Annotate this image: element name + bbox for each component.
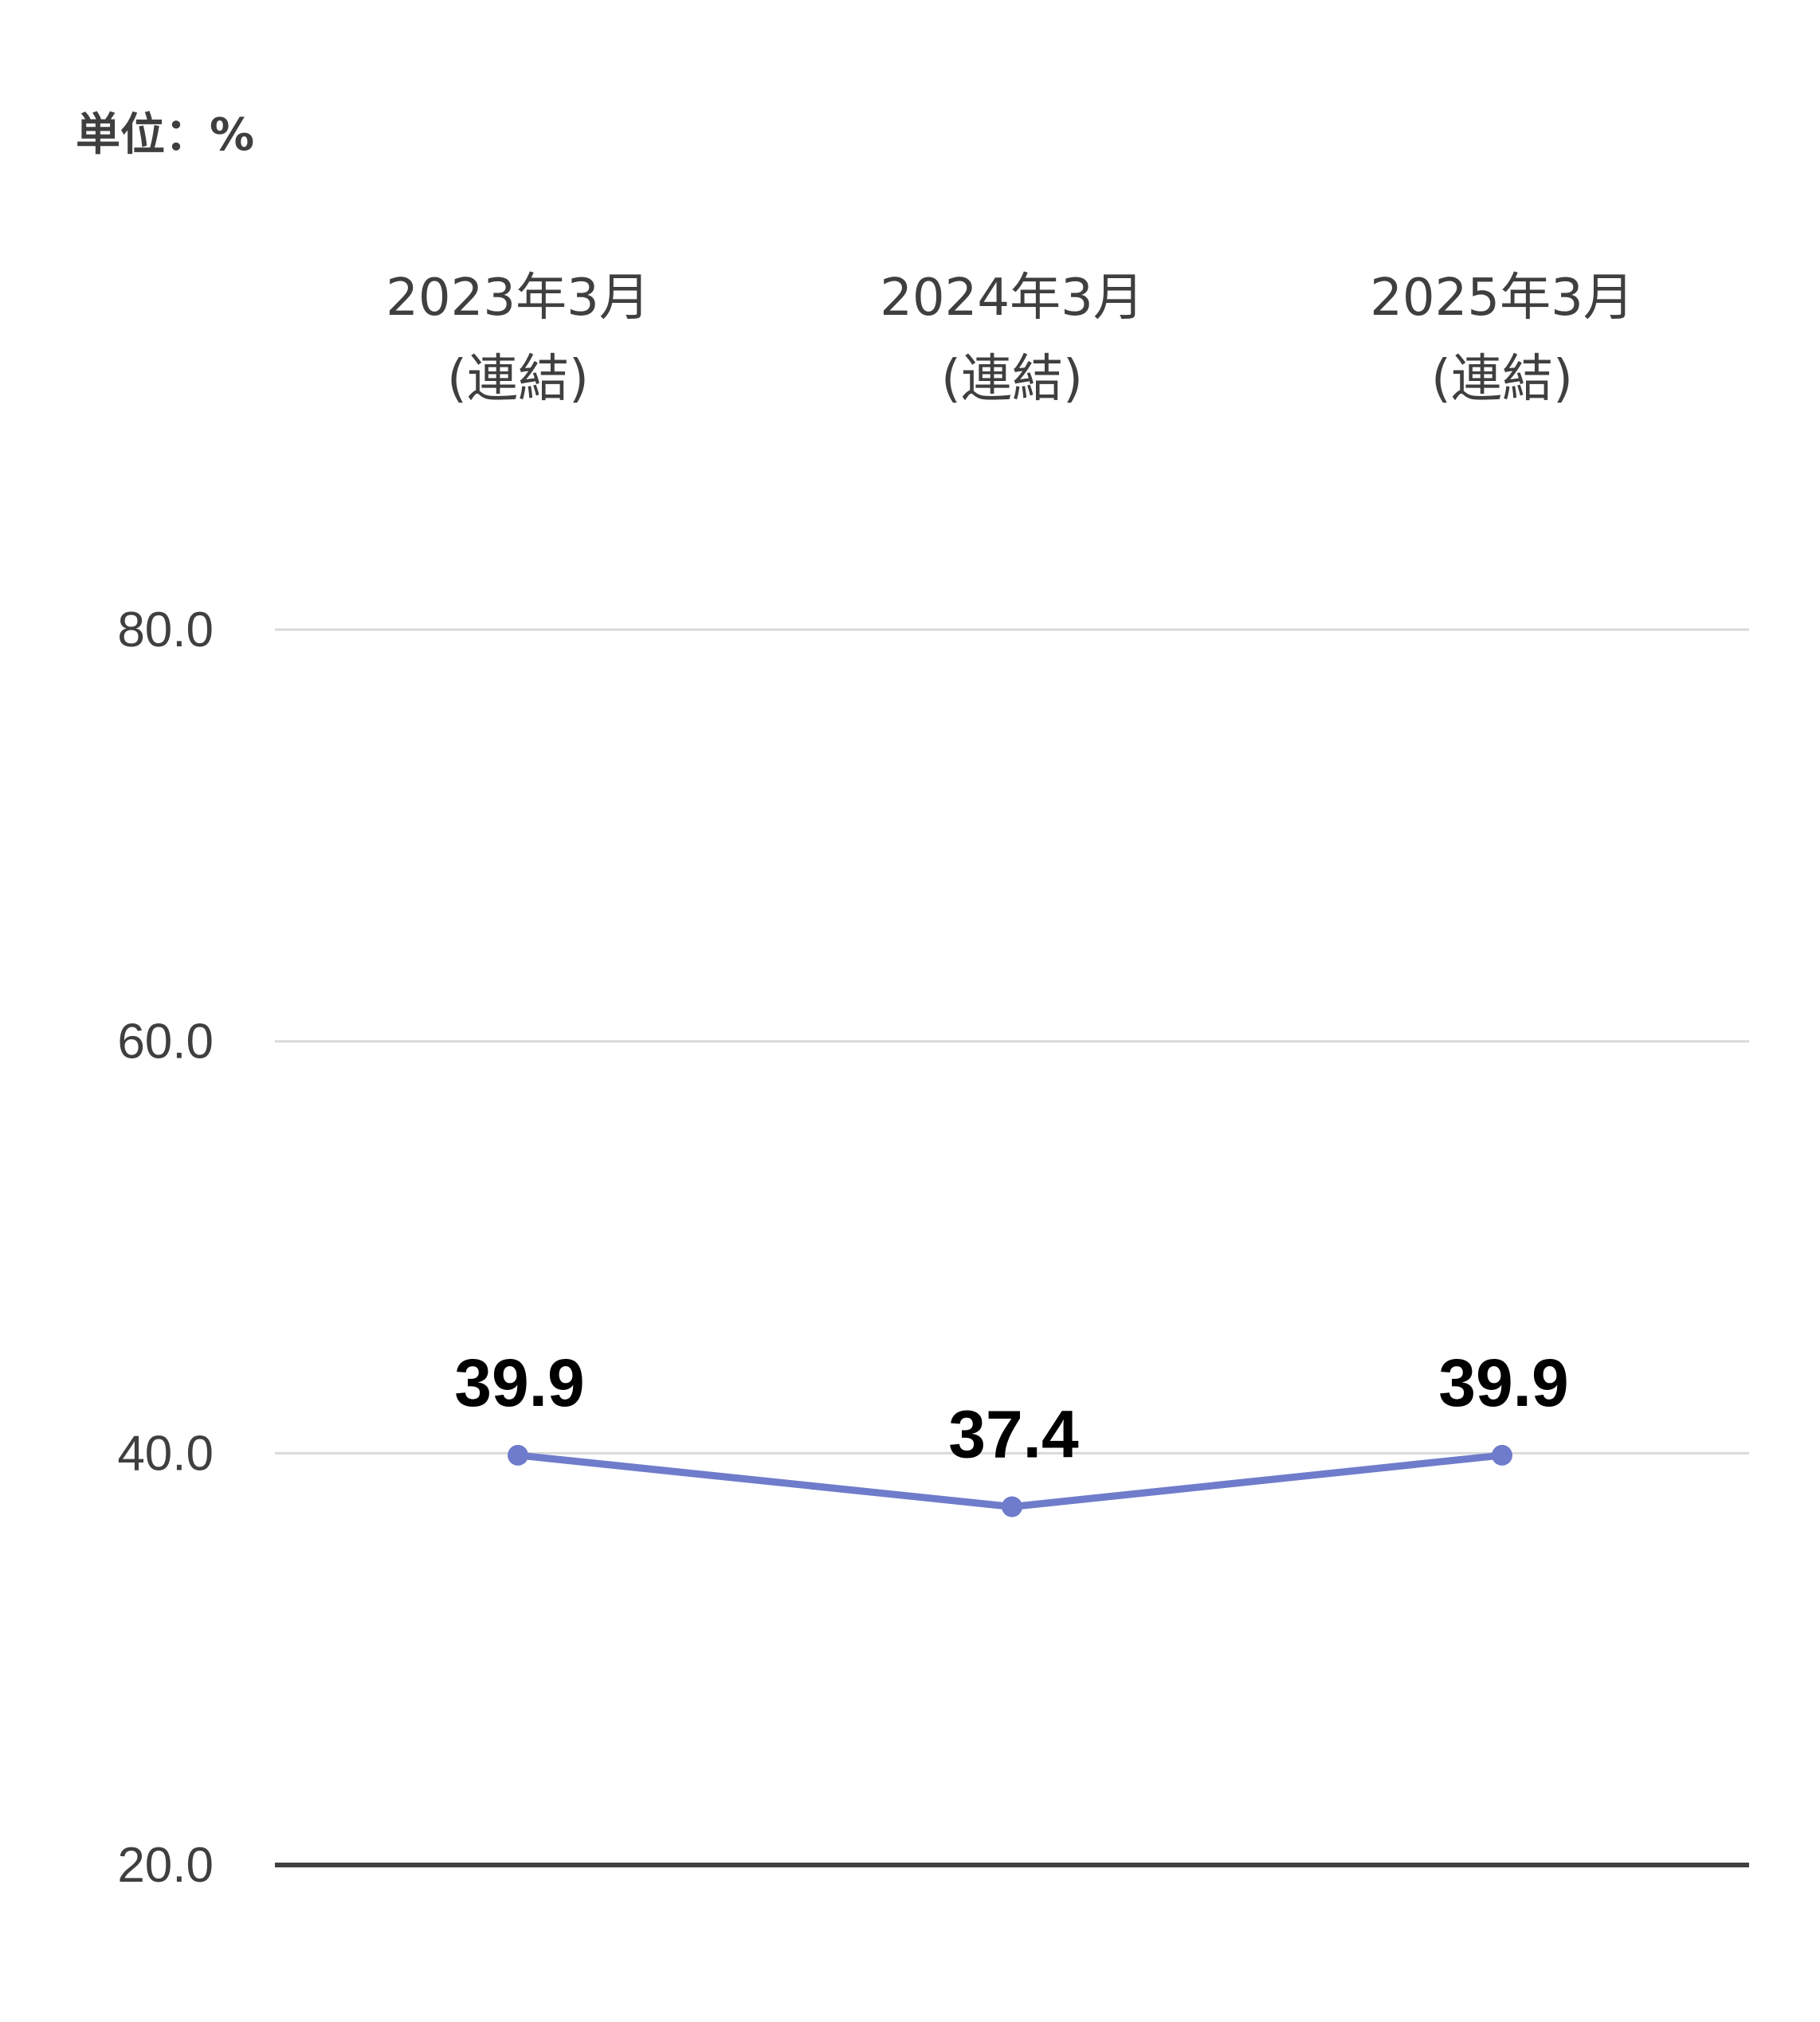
data-label: 39.9 xyxy=(454,1345,585,1420)
data-point xyxy=(1492,1444,1512,1466)
unit-label: 単位：% xyxy=(76,109,254,161)
x-axis-categories: 2023年3月 (連結) 2024年3月 (連結) 2025年3月 (連結) xyxy=(386,269,1634,409)
category-label: 2025年3月 (連結) xyxy=(1370,269,1634,409)
data-labels: 39.9 37.4 39.9 xyxy=(454,1345,1569,1472)
gridlines xyxy=(275,628,1749,1867)
y-tick-label: 20.0 xyxy=(117,1838,214,1893)
data-point xyxy=(508,1444,528,1466)
y-tick-label: 40.0 xyxy=(117,1426,214,1481)
y-tick-label: 80.0 xyxy=(117,603,214,658)
category-label-line: (連結) xyxy=(447,350,589,409)
category-label-line: 2025年3月 xyxy=(1370,269,1634,328)
category-label-line: 2023年3月 xyxy=(386,269,650,328)
data-label: 39.9 xyxy=(1438,1345,1569,1420)
category-label: 2024年3月 (連結) xyxy=(880,269,1144,409)
data-label: 37.4 xyxy=(948,1397,1079,1472)
data-point xyxy=(1002,1496,1022,1517)
series-line-group xyxy=(508,1444,1512,1517)
category-label-line: 2024年3月 xyxy=(880,269,1144,328)
category-label: 2023年3月 (連結) xyxy=(386,269,650,409)
y-axis-ticks: 20.0 40.0 60.0 80.0 xyxy=(117,603,214,1893)
y-tick-label: 60.0 xyxy=(117,1015,214,1070)
category-label-line: (連結) xyxy=(1431,350,1573,409)
category-label-line: (連結) xyxy=(941,350,1083,409)
